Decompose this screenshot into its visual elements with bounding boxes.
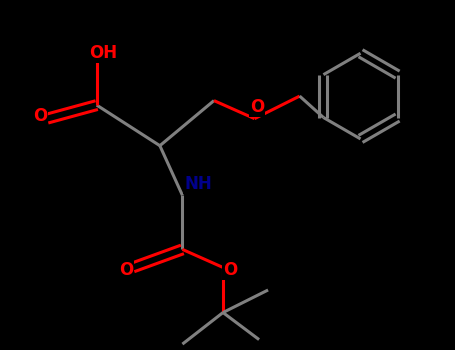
Text: NH: NH: [184, 175, 212, 193]
Text: O: O: [222, 261, 237, 279]
Text: O: O: [250, 98, 264, 116]
Text: OH: OH: [90, 44, 117, 62]
Text: O: O: [119, 261, 133, 279]
Text: O: O: [33, 107, 47, 125]
